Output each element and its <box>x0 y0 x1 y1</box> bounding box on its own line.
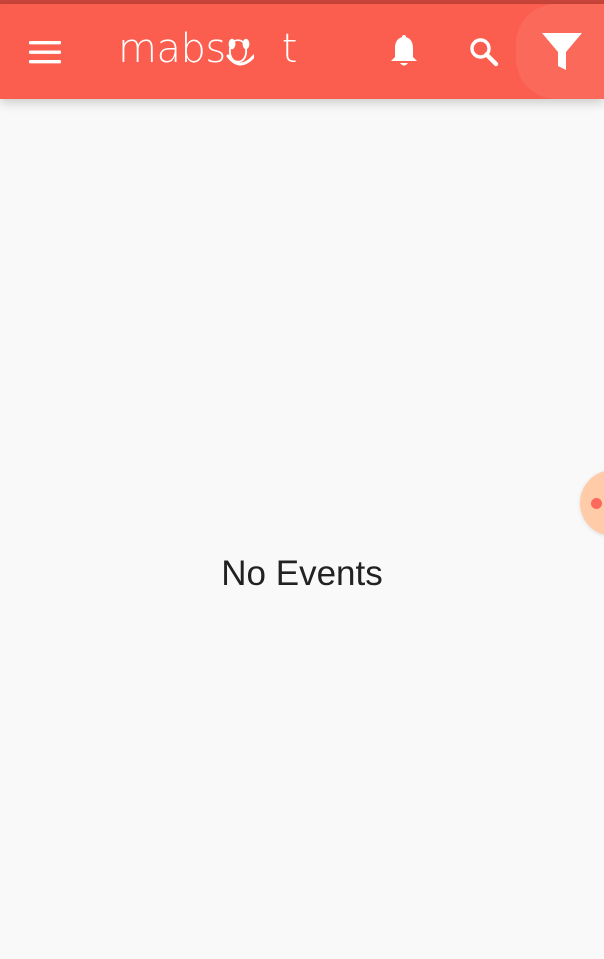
app-toolbar: mabso t <box>0 4 604 99</box>
status-strip <box>0 0 604 4</box>
logo-text: mabso <box>118 26 250 72</box>
filter-icon <box>542 32 582 70</box>
menu-button[interactable] <box>18 28 74 76</box>
filter-button[interactable] <box>516 4 604 99</box>
mabsoot-logo: mabso t <box>118 26 297 84</box>
search-icon <box>470 38 499 67</box>
notifications-button[interactable] <box>380 28 428 76</box>
bell-icon <box>391 35 417 66</box>
empty-state-message: No Events <box>221 554 383 593</box>
search-button[interactable] <box>460 28 508 76</box>
floating-bubble-handle[interactable] <box>580 470 604 536</box>
logo-smile-mark <box>226 38 254 66</box>
logo-text-tail: t <box>281 26 298 72</box>
floating-bubble-dot <box>591 498 602 509</box>
hamburger-menu-icon <box>29 41 61 64</box>
